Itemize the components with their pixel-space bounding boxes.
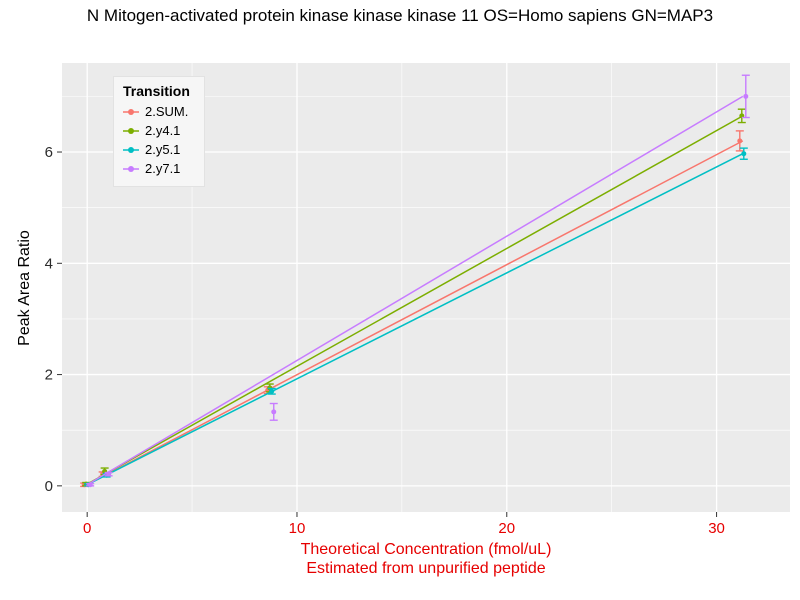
legend: Transition 2.SUM. 2.y4.1 2.y5.1 2.y7.1 [113,76,205,187]
axis-ticks [57,151,718,517]
legend-item: 2.y7.1 [122,159,190,178]
x-tick-label: 30 [708,520,725,537]
series-line [86,140,744,486]
x-tick-labels: 0 10 20 30 [83,520,725,537]
chart-title: N Mitogen-activated protein kinase kinas… [86,6,714,25]
legend-key-icon [123,127,139,134]
grid-minor [62,63,790,512]
series-line [86,153,744,486]
legend-title: Transition [123,83,190,99]
legend-item-label: 2.y7.1 [145,161,181,176]
data-point [106,471,112,477]
data-point [87,482,93,488]
y-tick-label: 0 [45,478,53,495]
data-point [271,409,277,415]
x-tick-label: 0 [83,520,91,537]
legend-item-label: 2.y4.1 [145,123,181,138]
legend-key-icon [123,146,139,153]
y-tick-label: 6 [45,144,53,161]
y-tick-label: 4 [45,255,53,272]
y-tick-labels: 0 2 4 6 [45,144,53,495]
legend-item: 2.SUM. [122,102,190,121]
series-line [86,95,744,486]
legend-item: 2.y4.1 [122,121,190,140]
x-axis-title-line2: Estimated from unpurified peptide [306,560,546,577]
legend-item: 2.y5.1 [122,140,190,159]
data-point [269,388,275,394]
series-2.y7.1 [86,74,750,488]
x-axis-title-line1: Theoretical Concentration (fmol/uL) [300,541,552,558]
series-line [86,115,744,485]
data-point [741,151,747,157]
x-tick-label: 20 [498,520,515,537]
legend-item-label: 2.SUM. [145,104,189,119]
x-tick-label: 10 [289,520,306,537]
data-point [737,138,743,144]
x-axis-title: Theoretical Concentration (fmol/uL) Esti… [62,540,790,578]
y-tick-label: 2 [45,367,53,384]
legend-item-label: 2.y5.1 [145,142,181,157]
legend-items: 2.SUM. 2.y4.1 2.y5.1 2.y7.1 [122,102,190,178]
y-axis-title: Peak Area Ratio [16,230,33,346]
data-point [743,93,749,99]
grid-major [62,63,790,512]
legend-key-icon [123,165,139,172]
legend-key-icon [123,108,139,115]
